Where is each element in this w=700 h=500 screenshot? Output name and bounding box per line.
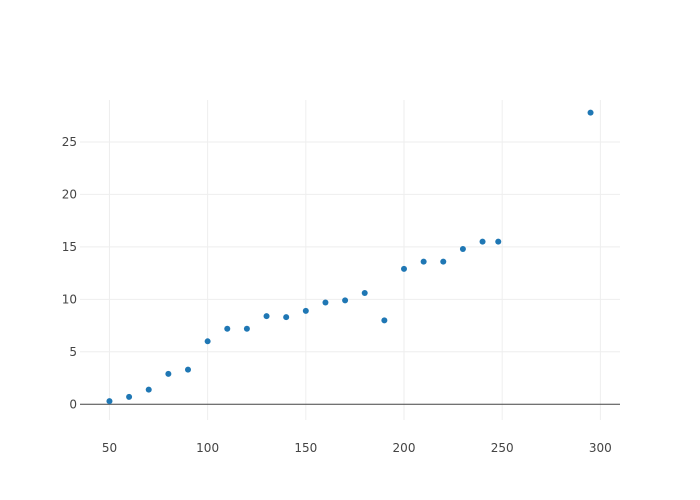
x-axis-ticks: 50 100 150 200 250 300 bbox=[102, 441, 612, 455]
x-tick-label: 200 bbox=[393, 441, 416, 455]
data-point[interactable] bbox=[106, 398, 113, 405]
x-tick-label: 50 bbox=[102, 441, 117, 455]
data-point[interactable] bbox=[322, 299, 329, 306]
y-tick-label: 15 bbox=[62, 240, 77, 254]
x-tick-label: 100 bbox=[196, 441, 219, 455]
data-points bbox=[106, 109, 594, 405]
data-point[interactable] bbox=[185, 366, 191, 373]
data-point[interactable] bbox=[440, 258, 447, 265]
data-point[interactable] bbox=[361, 290, 368, 297]
data-point[interactable] bbox=[126, 393, 133, 400]
data-point[interactable] bbox=[145, 386, 152, 393]
data-point[interactable] bbox=[401, 265, 407, 272]
data-point[interactable] bbox=[165, 370, 172, 377]
data-point[interactable] bbox=[495, 238, 502, 245]
y-tick-label: 5 bbox=[69, 345, 77, 359]
y-tick-label: 10 bbox=[62, 292, 77, 306]
x-grid bbox=[108, 100, 601, 420]
data-point[interactable] bbox=[283, 314, 290, 321]
data-point[interactable] bbox=[342, 297, 349, 304]
x-tick-label: 150 bbox=[294, 441, 317, 455]
data-point[interactable] bbox=[302, 307, 309, 314]
x-tick-label: 300 bbox=[589, 441, 612, 455]
data-point[interactable] bbox=[204, 338, 211, 345]
y-tick-label: 0 bbox=[69, 397, 77, 411]
data-point[interactable] bbox=[381, 317, 388, 324]
y-tick-label: 20 bbox=[62, 187, 77, 201]
data-point[interactable] bbox=[263, 313, 270, 320]
x-tick-label: 250 bbox=[491, 441, 514, 455]
y-axis-ticks: 0 5 10 15 20 25 bbox=[62, 135, 77, 411]
data-point[interactable] bbox=[243, 325, 250, 332]
y-tick-label: 25 bbox=[62, 135, 77, 149]
data-point[interactable] bbox=[587, 109, 594, 116]
data-point[interactable] bbox=[479, 238, 486, 245]
data-point[interactable] bbox=[224, 325, 231, 332]
y-grid bbox=[80, 141, 620, 353]
data-point[interactable] bbox=[420, 258, 427, 265]
data-point[interactable] bbox=[459, 245, 466, 252]
